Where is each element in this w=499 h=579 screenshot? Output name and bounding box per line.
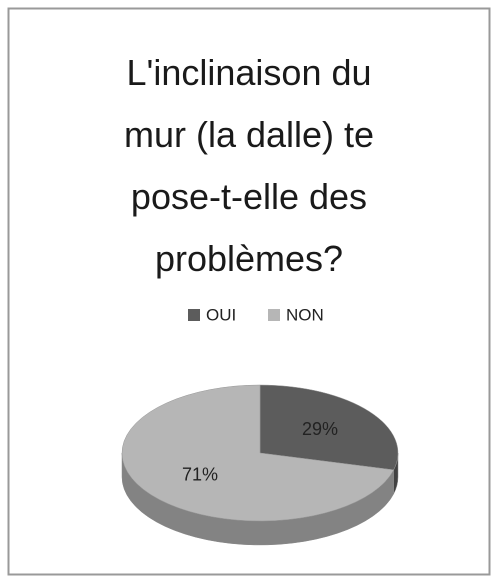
legend-swatch [188, 309, 200, 321]
slice [259, 384, 399, 471]
slice [121, 384, 395, 522]
legend-label: NON [286, 305, 324, 324]
legend-swatch [268, 309, 280, 321]
data-label: 71% [182, 465, 218, 485]
data-label: 29% [302, 419, 338, 439]
legend-label: OUI [206, 305, 236, 324]
chart-title: L'inclinaison du mur (la dalle) te pose-… [123, 52, 375, 279]
